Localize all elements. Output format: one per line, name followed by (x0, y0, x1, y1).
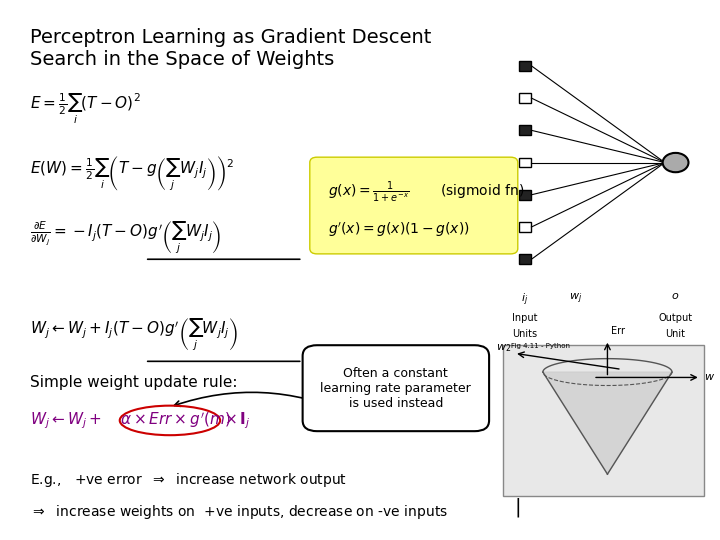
Text: $w_2$: $w_2$ (496, 342, 511, 354)
Text: Often a constant
learning rate parameter
is used instead: Often a constant learning rate parameter… (320, 367, 471, 410)
Text: $\frac{\partial E}{\partial W_j} = -I_j(T-O)g'\left(\sum_j W_j I_j\right)$: $\frac{\partial E}{\partial W_j} = -I_j(… (30, 219, 222, 256)
Circle shape (662, 153, 688, 172)
Text: $\times\, \mathbf{I}_j$: $\times\, \mathbf{I}_j$ (224, 410, 250, 431)
Text: $g'(x) = g(x)(1-g(x))$: $g'(x) = g(x)(1-g(x))$ (328, 221, 469, 239)
Text: $\Rightarrow$  increase weights on  +ve inputs, decrease on -ve inputs: $\Rightarrow$ increase weights on +ve in… (30, 503, 448, 521)
Bar (518, 190, 531, 200)
Text: $g(x) = \frac{1}{1+e^{-x}}$       (sigmoid fn): $g(x) = \frac{1}{1+e^{-x}}$ (sigmoid fn) (328, 179, 524, 205)
Text: Perceptron Learning as Gradient Descent
Search in the Space of Weights: Perceptron Learning as Gradient Descent … (30, 28, 431, 69)
Text: $i_j$: $i_j$ (521, 292, 528, 308)
Text: Err: Err (611, 327, 625, 336)
Text: Unit: Unit (665, 329, 685, 339)
Text: $o$: $o$ (672, 292, 680, 301)
Bar (518, 93, 531, 103)
Bar (518, 158, 531, 167)
Text: $\alpha \times Err \times g'(m)$: $\alpha \times Err \times g'(m)$ (120, 410, 230, 430)
Text: $w$: $w$ (704, 372, 716, 382)
Text: Output: Output (659, 313, 693, 323)
Text: $E(W) = \frac{1}{2}\sum_i \left(T - g\left(\sum_j W_j I_j\right)\right)^2$: $E(W) = \frac{1}{2}\sum_i \left(T - g\le… (30, 154, 234, 193)
Polygon shape (543, 372, 672, 474)
Text: $W_j \leftarrow W_j + I_j(T-O)g'\left(\sum_j W_j I_j\right)$: $W_j \leftarrow W_j + I_j(T-O)g'\left(\s… (30, 316, 238, 353)
Text: |: | (515, 498, 521, 517)
Text: E.g.,   +ve error  $\Rightarrow$  increase network output: E.g., +ve error $\Rightarrow$ increase n… (30, 470, 347, 489)
FancyBboxPatch shape (310, 157, 518, 254)
FancyBboxPatch shape (503, 345, 704, 496)
Text: $E = \frac{1}{2}\sum_i (T - O)^2$: $E = \frac{1}{2}\sum_i (T - O)^2$ (30, 92, 141, 126)
Text: Fig 4.11 - Python: Fig 4.11 - Python (510, 343, 570, 349)
Text: Input: Input (512, 313, 538, 323)
Text: Simple weight update rule:: Simple weight update rule: (30, 375, 238, 390)
Text: $W_j \leftarrow W_j + $: $W_j \leftarrow W_j + $ (30, 410, 102, 431)
FancyBboxPatch shape (302, 345, 489, 431)
Bar (518, 125, 531, 135)
Bar (518, 222, 531, 232)
Bar (518, 61, 531, 71)
Text: Units: Units (513, 329, 538, 339)
Bar (518, 254, 531, 264)
Text: $w_j$: $w_j$ (569, 292, 582, 306)
